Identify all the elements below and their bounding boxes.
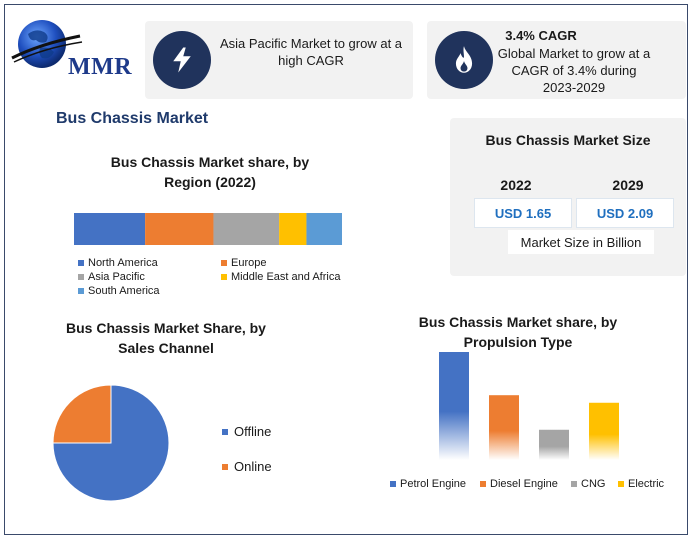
market-size-card: Bus Chassis Market Size 2022 2029 USD 1.… [450, 118, 686, 276]
legend-item-petrol-engine: Petrol Engine [390, 478, 466, 490]
kpi-title-cagr: 3.4% CAGR [505, 28, 577, 43]
legend-item-cng: CNG [571, 478, 605, 490]
kpi-text-asia-pacific: Asia Pacific Market to grow at a high CA… [219, 36, 403, 68]
legend-label: Petrol Engine [400, 478, 467, 490]
legend-swatch [222, 428, 228, 435]
legend-label: Offline [234, 424, 272, 439]
legend-swatch [78, 260, 84, 266]
legend-label: North America [88, 257, 158, 269]
market-size-unit: Market Size in Billion [508, 230, 654, 254]
legend-label: CNG [581, 478, 606, 490]
market-size-title: Bus Chassis Market Size [485, 132, 651, 148]
propulsion-bar-diesel-engine [489, 395, 519, 460]
propulsion-chart-title: Bus Chassis Market share, by Propulsion … [418, 314, 618, 350]
sales-channel-chart-title: Bus Chassis Market Share, by Sales Chann… [66, 320, 266, 356]
legend-item-south-america: South America [78, 285, 160, 297]
globe-icon [11, 20, 83, 68]
propulsion-bar-petrol-engine [439, 352, 469, 460]
legend-swatch [480, 481, 486, 487]
legend-item-europe: Europe [221, 257, 266, 269]
kpi-icon-circle [153, 31, 211, 89]
kpi-icon-circle [435, 31, 493, 89]
legend-item-electric: Electric [618, 478, 664, 490]
legend-item-north-america: North America [78, 257, 158, 269]
legend-item-asia-pacific: Asia Pacific [78, 271, 145, 283]
legend-label: Europe [231, 257, 267, 269]
region-bar-segment-europe [145, 213, 214, 245]
legend-swatch [221, 260, 227, 266]
lightning-icon [173, 47, 191, 73]
kpi-text-cagr: Global Market to grow at a CAGR of 3.4% … [497, 46, 651, 95]
region-bar-segment-middle-east-and-africa [279, 213, 307, 245]
sales-channel-pie [52, 384, 170, 502]
kpi-card-cagr: 3.4% CAGR Global Market to grow at a CAG… [427, 21, 686, 99]
market-size-year-2029: 2029 [612, 177, 644, 193]
legend-swatch [390, 481, 396, 487]
legend-swatch [221, 274, 227, 280]
market-size-year-2022: 2022 [500, 177, 532, 193]
region-stacked-bar [74, 213, 342, 245]
legend-label: Middle East and Africa [231, 271, 341, 283]
pie-slice-online [52, 384, 112, 444]
market-size-value-2022: USD 1.65 [474, 198, 572, 228]
legend-label: Online [234, 459, 272, 474]
legend-item-offline: Offline [222, 424, 271, 439]
legend-label: Diesel Engine [490, 478, 558, 490]
market-size-value-2029: USD 2.09 [576, 198, 674, 228]
propulsion-bar-cng [539, 429, 569, 460]
region-chart-title: Bus Chassis Market share, by Region (202… [110, 154, 310, 190]
mmr-logo: MMR [10, 14, 140, 80]
pie-slice-offline [52, 384, 170, 502]
region-bar-segment-asia-pacific [213, 213, 280, 245]
legend-swatch [78, 288, 84, 294]
flame-icon [455, 46, 473, 73]
legend-item-online: Online [222, 459, 272, 474]
legend-swatch [78, 274, 84, 280]
legend-label: Electric [628, 478, 665, 490]
legend-label: South America [88, 285, 160, 297]
propulsion-bar-chart [439, 352, 619, 460]
propulsion-bar-electric [589, 402, 619, 460]
legend-item-middle-east-and-africa: Middle East and Africa [221, 271, 340, 283]
kpi-card-asia-pacific: Asia Pacific Market to grow at a high CA… [145, 21, 413, 99]
region-bar-segment-north-america [74, 213, 146, 245]
legend-label: Asia Pacific [88, 271, 145, 283]
region-bar-segment-south-america [306, 213, 342, 245]
logo-text: MMR [68, 54, 133, 80]
legend-swatch [618, 481, 624, 487]
legend-swatch [222, 463, 228, 470]
page-title: Bus Chassis Market [56, 110, 209, 127]
legend-item-diesel-engine: Diesel Engine [480, 478, 558, 490]
legend-swatch [571, 481, 577, 487]
